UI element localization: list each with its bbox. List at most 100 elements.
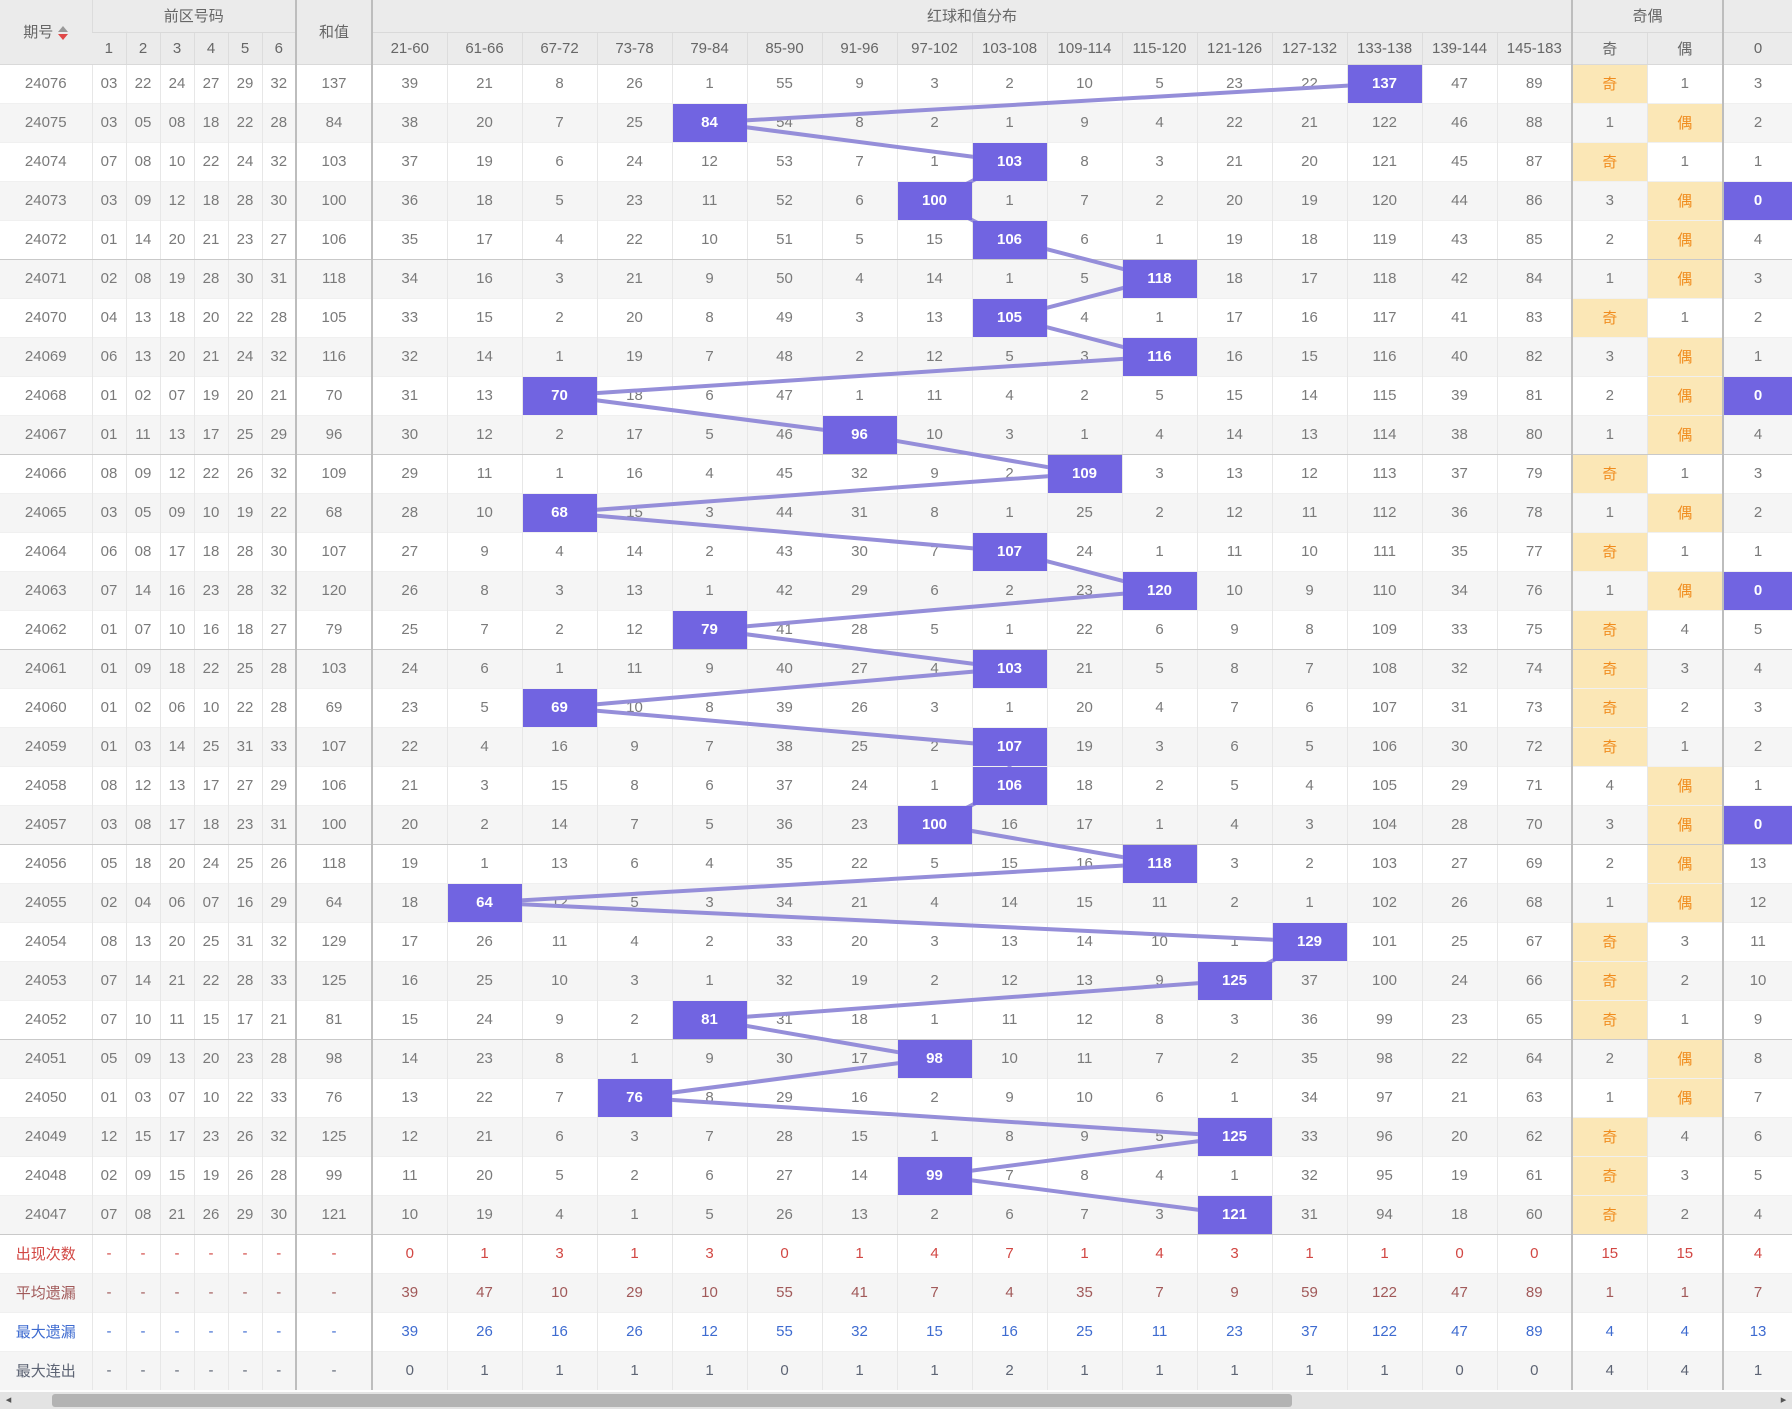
dist-cell: 29 — [821, 570, 898, 610]
scroll-left-arrow[interactable]: ◂ — [5, 1394, 12, 1406]
zero-cell: 4 — [1722, 414, 1792, 455]
front-number-cell: 28 — [227, 570, 262, 610]
scroll-right-arrow[interactable]: ▸ — [1780, 1394, 1787, 1406]
dist-cell: 9 — [1196, 609, 1273, 650]
front-number-cell: 32 — [261, 921, 297, 961]
dist-cell: 12 — [521, 882, 598, 922]
issue-cell: 24073 — [0, 180, 92, 220]
front-number-cell: 30 — [261, 180, 297, 220]
zero-cell: 1 — [1722, 141, 1792, 181]
dist-cell: 101 — [1346, 921, 1423, 961]
dist-cell: 26 — [596, 63, 673, 103]
front-number-cell: 02 — [125, 375, 160, 415]
zero-cell: 5 — [1722, 609, 1792, 650]
sum-cell: 100 — [295, 180, 373, 220]
stats-cell: - — [193, 1311, 228, 1351]
issue-sort-header[interactable]: 期号 — [0, 0, 92, 65]
sum-highlight-cell: 69 — [521, 687, 598, 727]
chart-row: 24071 02 08 19 28 30 31 118 34 16 3 21 9 50 4 14 1 5 118 18… — [0, 258, 1792, 298]
stats-cell: - — [193, 1233, 228, 1273]
dist-cell: 7 — [896, 531, 973, 571]
front-number-cell: 02 — [91, 1155, 126, 1195]
dist-cell: 5 — [446, 687, 523, 727]
dist-cell: 22 — [371, 726, 448, 766]
dist-cell: 21 — [371, 765, 448, 805]
dist-cell: 15 — [596, 492, 673, 532]
sum-cell: 125 — [295, 960, 373, 1000]
dist-cell: 18 — [1196, 258, 1273, 298]
dist-cell: 3 — [671, 882, 748, 922]
dist-cell: 2 — [1121, 492, 1198, 532]
odd-cell: 奇 — [1571, 1155, 1648, 1195]
front-number-cell: 08 — [91, 765, 126, 805]
horizontal-scrollbar[interactable]: ◂ ▸ — [0, 1392, 1792, 1409]
sum-highlight-cell: 120 — [1121, 570, 1198, 610]
stats-cell: 1 — [1346, 1233, 1423, 1273]
odd-cell: 3 — [1571, 804, 1648, 845]
stats-cell: - — [261, 1311, 297, 1351]
dist-cell: 13 — [446, 375, 523, 415]
dist-cell: 42 — [746, 570, 823, 610]
dist-cell: 1 — [521, 648, 598, 688]
dist-cell: 14 — [521, 804, 598, 845]
even-cell: 2 — [1646, 960, 1724, 1000]
dist-cell: 2 — [971, 453, 1048, 493]
front-number-cell: 32 — [261, 141, 297, 181]
dist-cell: 3 — [1121, 726, 1198, 766]
dist-cell: 5 — [596, 882, 673, 922]
dist-cell: 83 — [1496, 297, 1573, 337]
front-number-cell: 09 — [125, 453, 160, 493]
front-number-cell: 18 — [193, 531, 228, 571]
chart-row: 24049 12 15 17 23 26 32 125 12 21 6 3 7 28 15 1 8 9 5 125 33… — [0, 1116, 1792, 1156]
stats-cell: - — [159, 1311, 194, 1351]
stats-cell: 1 — [1046, 1350, 1123, 1390]
zero-cell: 4 — [1722, 648, 1792, 688]
stats-cell: 4 — [1571, 1311, 1648, 1351]
even-cell: 偶 — [1646, 804, 1724, 845]
front-number-cell: 20 — [193, 297, 228, 337]
dist-cell: 1 — [971, 609, 1048, 650]
dist-cell: 6 — [1196, 726, 1273, 766]
odd-col-header: 奇 — [1571, 32, 1648, 65]
sum-cell: 106 — [295, 765, 373, 805]
dist-cell: 26 — [746, 1194, 823, 1235]
sum-highlight-cell: 109 — [1046, 453, 1123, 493]
stats-cell: 7 — [1121, 1272, 1198, 1312]
stats-cell: - — [227, 1233, 262, 1273]
stats-cell: 35 — [1046, 1272, 1123, 1312]
dist-cell: 9 — [896, 453, 973, 493]
front-number-cell: 17 — [193, 414, 228, 455]
dist-cell: 28 — [821, 609, 898, 650]
front-number-cell: 30 — [261, 531, 297, 571]
stats-cell: 16 — [971, 1311, 1048, 1351]
dist-cell: 40 — [746, 648, 823, 688]
sum-cell: 118 — [295, 258, 373, 298]
front-number-cell: 30 — [227, 258, 262, 298]
dist-cell: 36 — [1421, 492, 1498, 532]
dist-cell: 86 — [1496, 180, 1573, 220]
dist-cell: 14 — [1271, 375, 1348, 415]
dist-cell: 29 — [746, 1077, 823, 1117]
front-number-cell: 29 — [227, 63, 262, 103]
stats-cell: 1 — [1571, 1272, 1648, 1312]
dist-cell: 20 — [446, 1155, 523, 1195]
front-number-cell: 04 — [125, 882, 160, 922]
front-number-cell: 27 — [193, 63, 228, 103]
dist-cell: 23 — [446, 1038, 523, 1078]
stats-cell: 37 — [1271, 1311, 1348, 1351]
sort-icon[interactable] — [58, 26, 69, 41]
even-cell: 1 — [1646, 297, 1724, 337]
dist-cell: 20 — [821, 921, 898, 961]
dist-cell: 24 — [821, 765, 898, 805]
stats-cell: - — [193, 1350, 228, 1390]
scrollbar-thumb[interactable] — [52, 1394, 1292, 1407]
chart-row: 24050 01 03 07 10 22 33 76 13 22 7 76 8 29 16 2 9 10 6 1 34 9… — [0, 1077, 1792, 1117]
dist-cell: 7 — [671, 1116, 748, 1156]
dist-cell: 84 — [1496, 258, 1573, 298]
front-number-cell: 05 — [91, 843, 126, 883]
front-number-cell: 20 — [159, 219, 194, 260]
sum-highlight-cell: 81 — [671, 999, 748, 1040]
chart-row: 24055 02 04 06 07 16 29 64 18 64 12 5 3 34 21 4 14 15 11 2 1… — [0, 882, 1792, 922]
stats-cell: 15 — [1646, 1233, 1724, 1273]
